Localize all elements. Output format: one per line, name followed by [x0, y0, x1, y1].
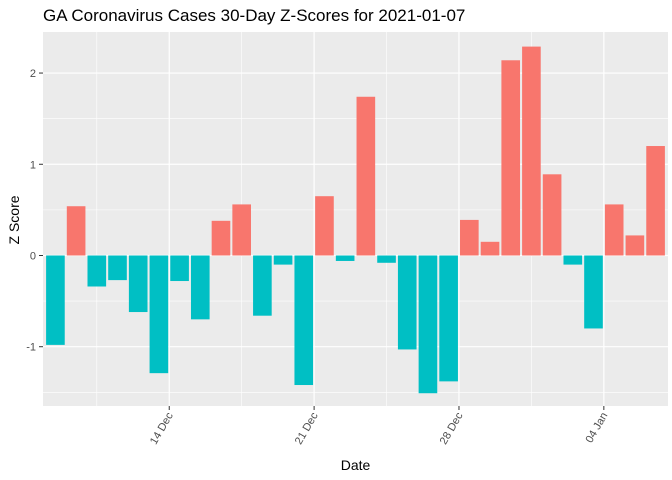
bar-2020-12-28: [439, 255, 458, 382]
bar-2020-12-30: [480, 241, 500, 256]
plot-panel: [43, 32, 668, 406]
bar-2020-12-22: [315, 196, 334, 256]
bar-2020-12-15: [170, 255, 189, 282]
chart-title: GA Coronavirus Cases 30-Day Z-Scores for…: [43, 6, 465, 25]
bar-2021-01-04: [584, 255, 603, 329]
bar-2020-12-09: [46, 255, 65, 345]
bar-2020-12-29: [460, 219, 479, 256]
bar-2020-12-20: [273, 255, 293, 265]
x-axis-title: Date: [341, 457, 371, 473]
bar-2020-12-24: [356, 96, 376, 256]
bar-2020-12-31: [501, 60, 521, 256]
bar-2021-01-01: [522, 46, 541, 256]
y-tick-label: 2: [30, 68, 36, 80]
bar-2020-12-16: [190, 255, 210, 320]
y-tick-label: -1: [26, 342, 36, 354]
y-axis-title: Z Score: [6, 195, 22, 244]
bar-2020-12-21: [294, 255, 314, 386]
bar-2020-12-26: [397, 255, 417, 350]
bar-2020-12-27: [418, 255, 438, 394]
bar-2021-01-06: [625, 235, 645, 256]
bar-2021-01-05: [604, 204, 624, 256]
y-tick-label: 1: [30, 159, 36, 171]
bar-2020-12-18: [232, 204, 251, 256]
bar-2021-01-07: [646, 146, 665, 256]
bar-2021-01-03: [563, 255, 583, 265]
bar-2020-12-17: [211, 220, 231, 256]
x-tick-label: 04 Jan: [584, 411, 611, 446]
bar-2020-12-19: [253, 255, 272, 316]
x-tick-label: 21 Dec: [293, 410, 321, 447]
bar-2021-01-02: [542, 174, 562, 256]
bar-2020-12-10: [66, 206, 86, 256]
bar-2020-12-14: [149, 255, 169, 374]
bar-2020-12-13: [128, 255, 148, 313]
y-tick-label: 0: [30, 250, 36, 262]
bar-2020-12-25: [377, 255, 396, 263]
bar-2020-12-11: [87, 255, 107, 287]
x-tick-label: 28 Dec: [438, 410, 466, 447]
x-tick-label: 14 Dec: [148, 410, 176, 447]
bar-2020-12-12: [108, 255, 127, 281]
bar-2020-12-23: [335, 255, 355, 261]
